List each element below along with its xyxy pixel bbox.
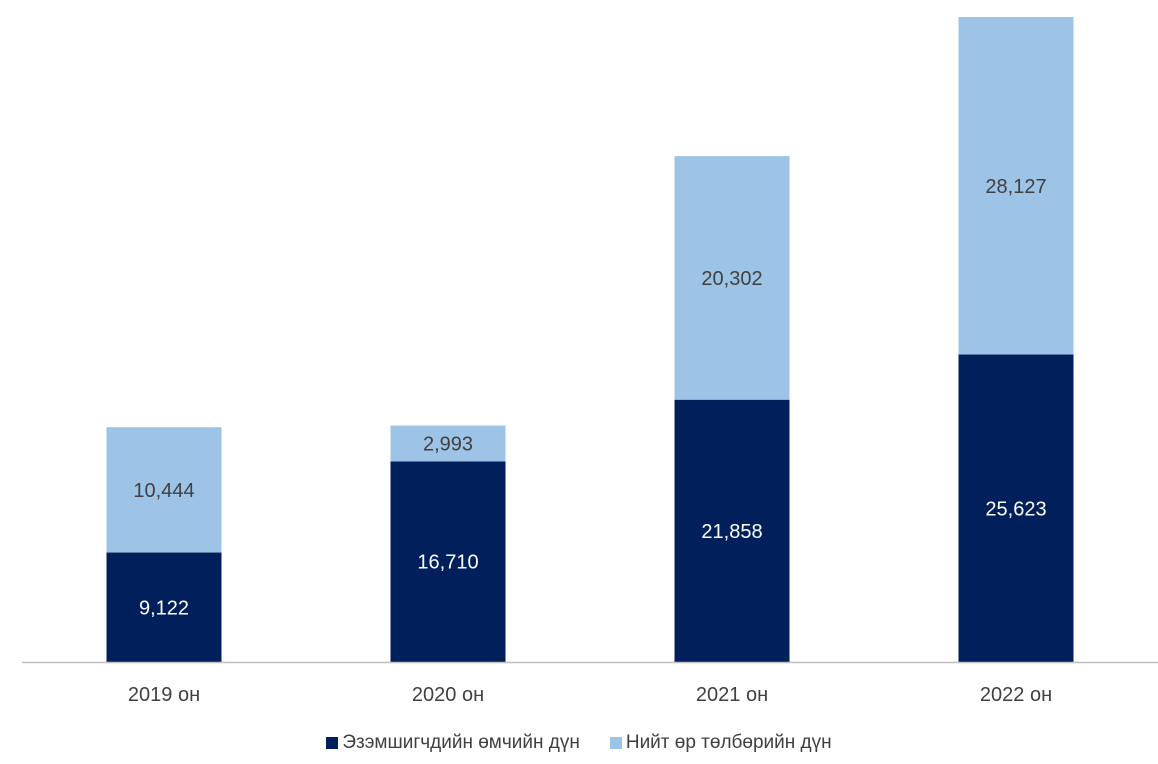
legend-label-equity: Эзэмшигчдийн өмчийн дүн bbox=[342, 732, 580, 753]
legend-label-liabilities: Нийт өр төлбөрийн дүн bbox=[625, 732, 832, 753]
data-label-s0-c3: 25,623 bbox=[985, 498, 1046, 520]
legend-swatch-equity bbox=[326, 737, 339, 749]
bar-segment-s0-c3 bbox=[958, 354, 1074, 662]
bar-segment-s0-c0 bbox=[106, 552, 222, 662]
bar-segment-s1-c1 bbox=[390, 425, 506, 462]
legend-swatch-liabilities bbox=[609, 737, 622, 749]
bar-segment-s0-c1 bbox=[390, 461, 506, 662]
bar-segment-s1-c3 bbox=[958, 17, 1074, 355]
x-tick-label-0: 2019 он bbox=[128, 684, 200, 706]
data-label-s1-c0: 10,444 bbox=[133, 480, 194, 502]
bar-segment-s0-c2 bbox=[674, 399, 790, 662]
data-label-s1-c1: 2,993 bbox=[423, 434, 473, 456]
x-tick-label-3: 2022 он bbox=[980, 684, 1052, 706]
legend: Эзэмшигчдийн өмчийн дүн Нийт өр төлбөрий… bbox=[0, 732, 1158, 754]
data-label-s1-c2: 20,302 bbox=[701, 268, 762, 290]
legend-item-liabilities: Нийт өр төлбөрийн дүн bbox=[609, 732, 832, 754]
data-label-s0-c2: 21,858 bbox=[701, 521, 762, 543]
bar-segment-s1-c2 bbox=[674, 156, 790, 400]
x-tick-label-1: 2020 он bbox=[412, 684, 484, 706]
legend-item-equity: Эзэмшигчдийн өмчийн дүн bbox=[326, 732, 580, 754]
data-label-s0-c0: 9,122 bbox=[139, 597, 189, 619]
data-label-s0-c1: 16,710 bbox=[417, 552, 478, 574]
x-tick-label-2: 2021 он bbox=[696, 684, 768, 706]
data-label-s1-c3: 28,127 bbox=[985, 176, 1046, 198]
bar-segment-s1-c0 bbox=[106, 427, 222, 553]
